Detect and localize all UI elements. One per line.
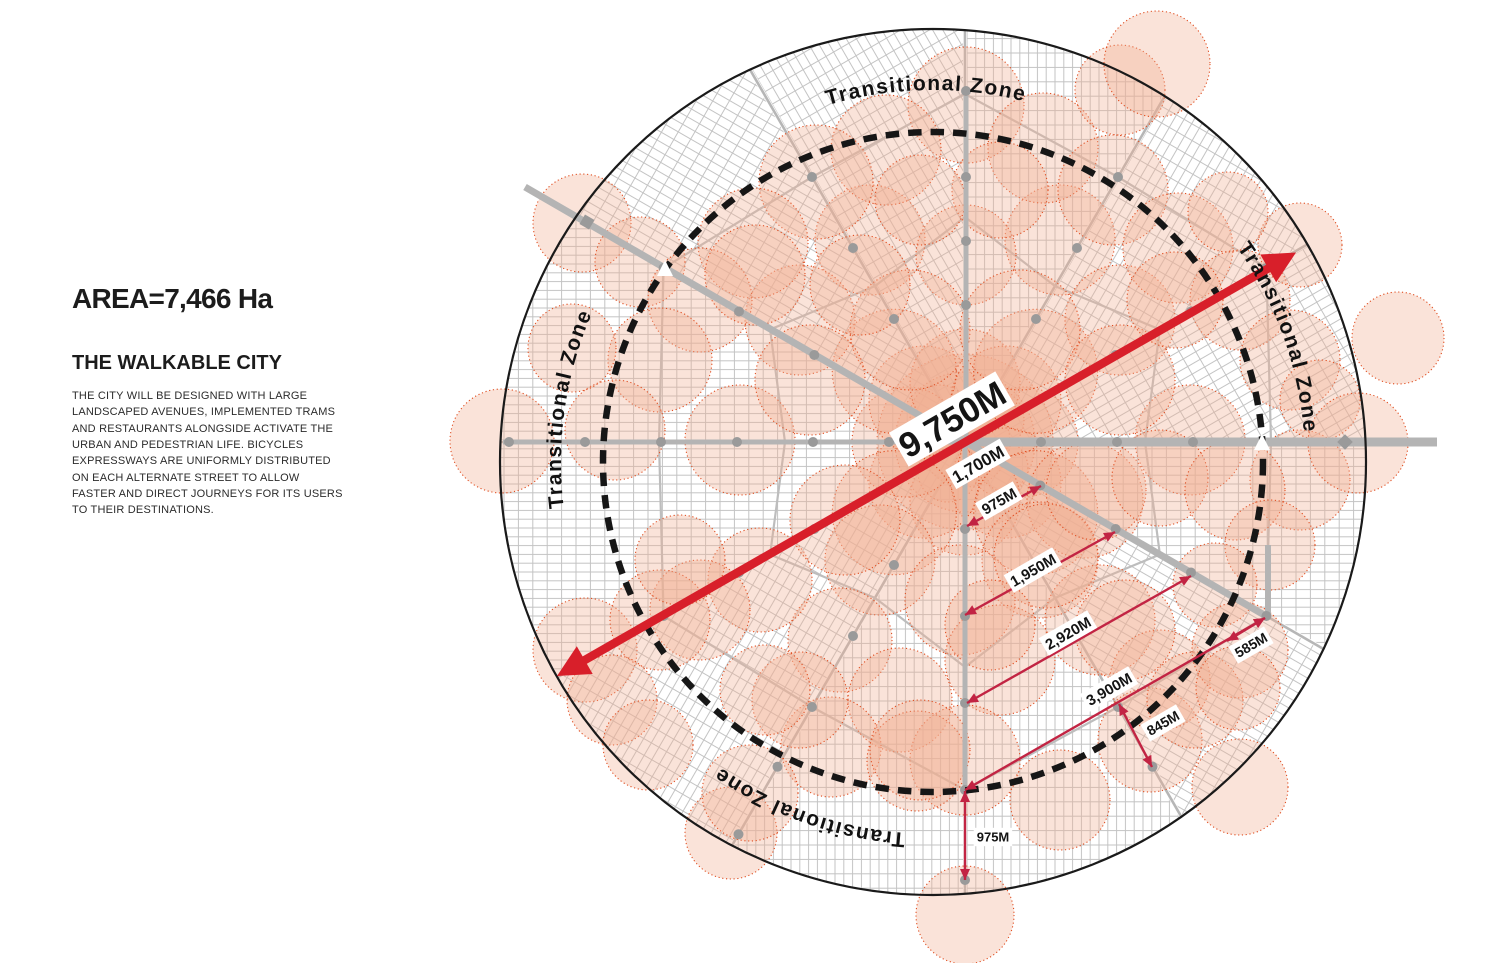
svg-text:975M: 975M xyxy=(977,830,1010,845)
